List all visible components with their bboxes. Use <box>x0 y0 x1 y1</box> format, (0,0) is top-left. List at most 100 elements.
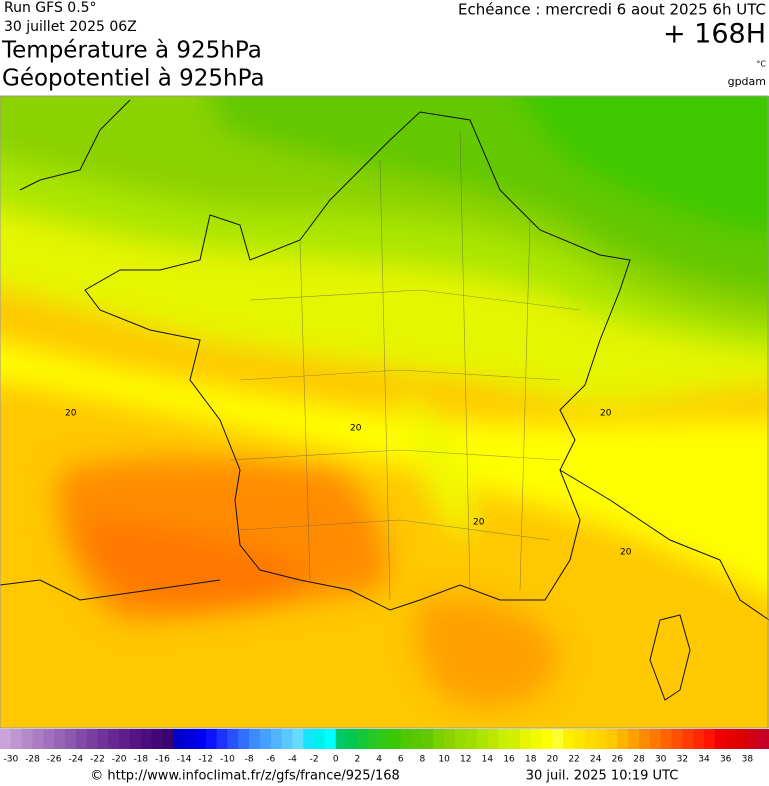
contour-label: 20 <box>600 409 612 419</box>
unit: °C <box>756 60 766 69</box>
colorbar-tick-label: 32 <box>677 755 688 765</box>
colorbar-tick-label: 38 <box>742 755 754 765</box>
colorbar-tick-label: -4 <box>288 755 297 765</box>
colorbar-cell <box>10 729 23 749</box>
colorbar-cell <box>270 729 283 749</box>
colorbar-cell <box>173 729 185 749</box>
colorbar-cell <box>194 729 207 749</box>
colorbar: -30 -28 -26 -24 -22 -20 -18 -16 -14 -12 -10 -8 -6 -4-… <box>0 729 769 765</box>
colorbar-cell <box>129 729 142 749</box>
source-url[interactable]: © http://www.infoclimat.fr/z/gfs/france/… <box>90 769 400 784</box>
colorbar-cell <box>541 729 553 749</box>
colorbar-cell <box>184 729 196 749</box>
colorbar-tick-label: -6 <box>266 755 275 765</box>
colorbar-cell <box>205 729 218 749</box>
colorbar-cell <box>530 729 542 749</box>
temperature-field <box>0 96 769 708</box>
colorbar-cell <box>140 729 153 749</box>
colorbar-cell <box>151 729 163 749</box>
colorbar-cell <box>86 729 98 749</box>
run-label: Run GFS 0.5° <box>4 0 97 16</box>
colorbar-cell <box>563 729 575 749</box>
colorbar-tick-label: -14 <box>177 755 192 765</box>
colorbar-cell <box>476 729 488 749</box>
colorbar-cell <box>389 729 402 749</box>
colorbar-cell <box>509 729 521 749</box>
colorbar-cell <box>552 729 564 749</box>
colorbar-tick-label: 12 <box>460 755 471 765</box>
colorbar-tick-label: 30 <box>655 755 667 765</box>
colorbar-tick-label: 22 <box>568 755 579 765</box>
colorbar-cell <box>671 729 683 749</box>
valid-time: Echéance : mercredi 6 aout 2025 6h UTC <box>458 1 766 19</box>
colorbar-cell <box>411 729 423 749</box>
colorbar-tick-label: 4 <box>376 755 382 765</box>
colorbar-tick-label: -16 <box>155 755 170 765</box>
colorbar-cell <box>259 729 272 749</box>
colorbar-cell <box>21 729 33 749</box>
colorbar-cell <box>292 729 304 749</box>
colorbar-cell <box>32 729 44 749</box>
colorbar-tick-label: 6 <box>398 755 404 765</box>
colorbar-tick-label: 16 <box>503 755 515 765</box>
colorbar-cell <box>649 729 662 749</box>
contour-label: 20 <box>473 518 485 528</box>
colorbar-tick-label: -8 <box>245 755 254 765</box>
colorbar-cell <box>433 729 445 749</box>
colorbar-cell <box>379 729 391 749</box>
colorbar-cell <box>64 729 77 749</box>
colorbar-tick-label: 8 <box>420 755 426 765</box>
colorbar-tick-label: 36 <box>720 755 732 765</box>
colorbar-cell <box>346 729 358 749</box>
colorbar-tick-label: -30 <box>3 755 18 765</box>
colorbar-cell <box>736 729 748 749</box>
colorbar-tick-label: 24 <box>590 755 602 765</box>
colorbar-cell <box>487 729 499 749</box>
colorbar-cell <box>498 729 510 749</box>
contour-label: 20 <box>65 409 77 419</box>
colorbar-tick-label: 0 <box>333 755 339 765</box>
colorbar-cell <box>357 729 369 749</box>
colorbar-cell <box>314 729 326 749</box>
colorbar-cell <box>628 729 640 749</box>
generated-date: 30 juil. 2025 10:19 UTC <box>526 769 679 784</box>
colorbar-tick-label: 2 <box>355 755 361 765</box>
colorbar-tick-label: -24 <box>68 755 83 765</box>
colorbar-cell <box>303 729 315 749</box>
map: 20 20 20 20 20 <box>0 96 769 728</box>
colorbar-cell <box>324 729 337 749</box>
colorbar-cell <box>725 729 737 749</box>
colorbar-tick-label: -10 <box>220 755 235 765</box>
colorbar-cell <box>519 729 532 749</box>
colorbar-cell <box>693 729 705 749</box>
colorbar-cell <box>108 729 120 749</box>
colorbar-cell <box>617 729 629 749</box>
colorbar-tick-label: 10 <box>438 755 450 765</box>
colorbar-tick-label: 18 <box>525 755 537 765</box>
colorbar-cell <box>249 729 261 749</box>
departments <box>229 129 581 601</box>
colorbar-tick-label: -28 <box>25 755 40 765</box>
colorbar-cell <box>400 729 412 749</box>
colorbar-tick-label: 34 <box>698 755 710 765</box>
colorbar-cell <box>714 729 727 749</box>
colorbar-tick-label: -22 <box>90 755 105 765</box>
colorbar-cell <box>97 729 109 749</box>
colorbar-cell <box>43 729 55 749</box>
colorbar-cell <box>335 729 347 749</box>
title: Température à 925hPa <box>1 38 262 64</box>
colorbar-cell <box>454 729 467 749</box>
colorbar-cell <box>595 729 607 749</box>
colorbar-cell <box>162 729 174 749</box>
colorbar-cell <box>368 729 380 749</box>
colorbar-cell <box>0 729 12 749</box>
colorbar-cell <box>54 729 66 749</box>
colorbar-cell <box>704 729 716 749</box>
unit: gpdam <box>728 75 766 88</box>
colorbar-tick-label: -12 <box>198 755 213 765</box>
colorbar-cell <box>747 729 759 749</box>
lead-time: + 168H <box>663 19 766 50</box>
colorbar-cell <box>227 729 239 749</box>
